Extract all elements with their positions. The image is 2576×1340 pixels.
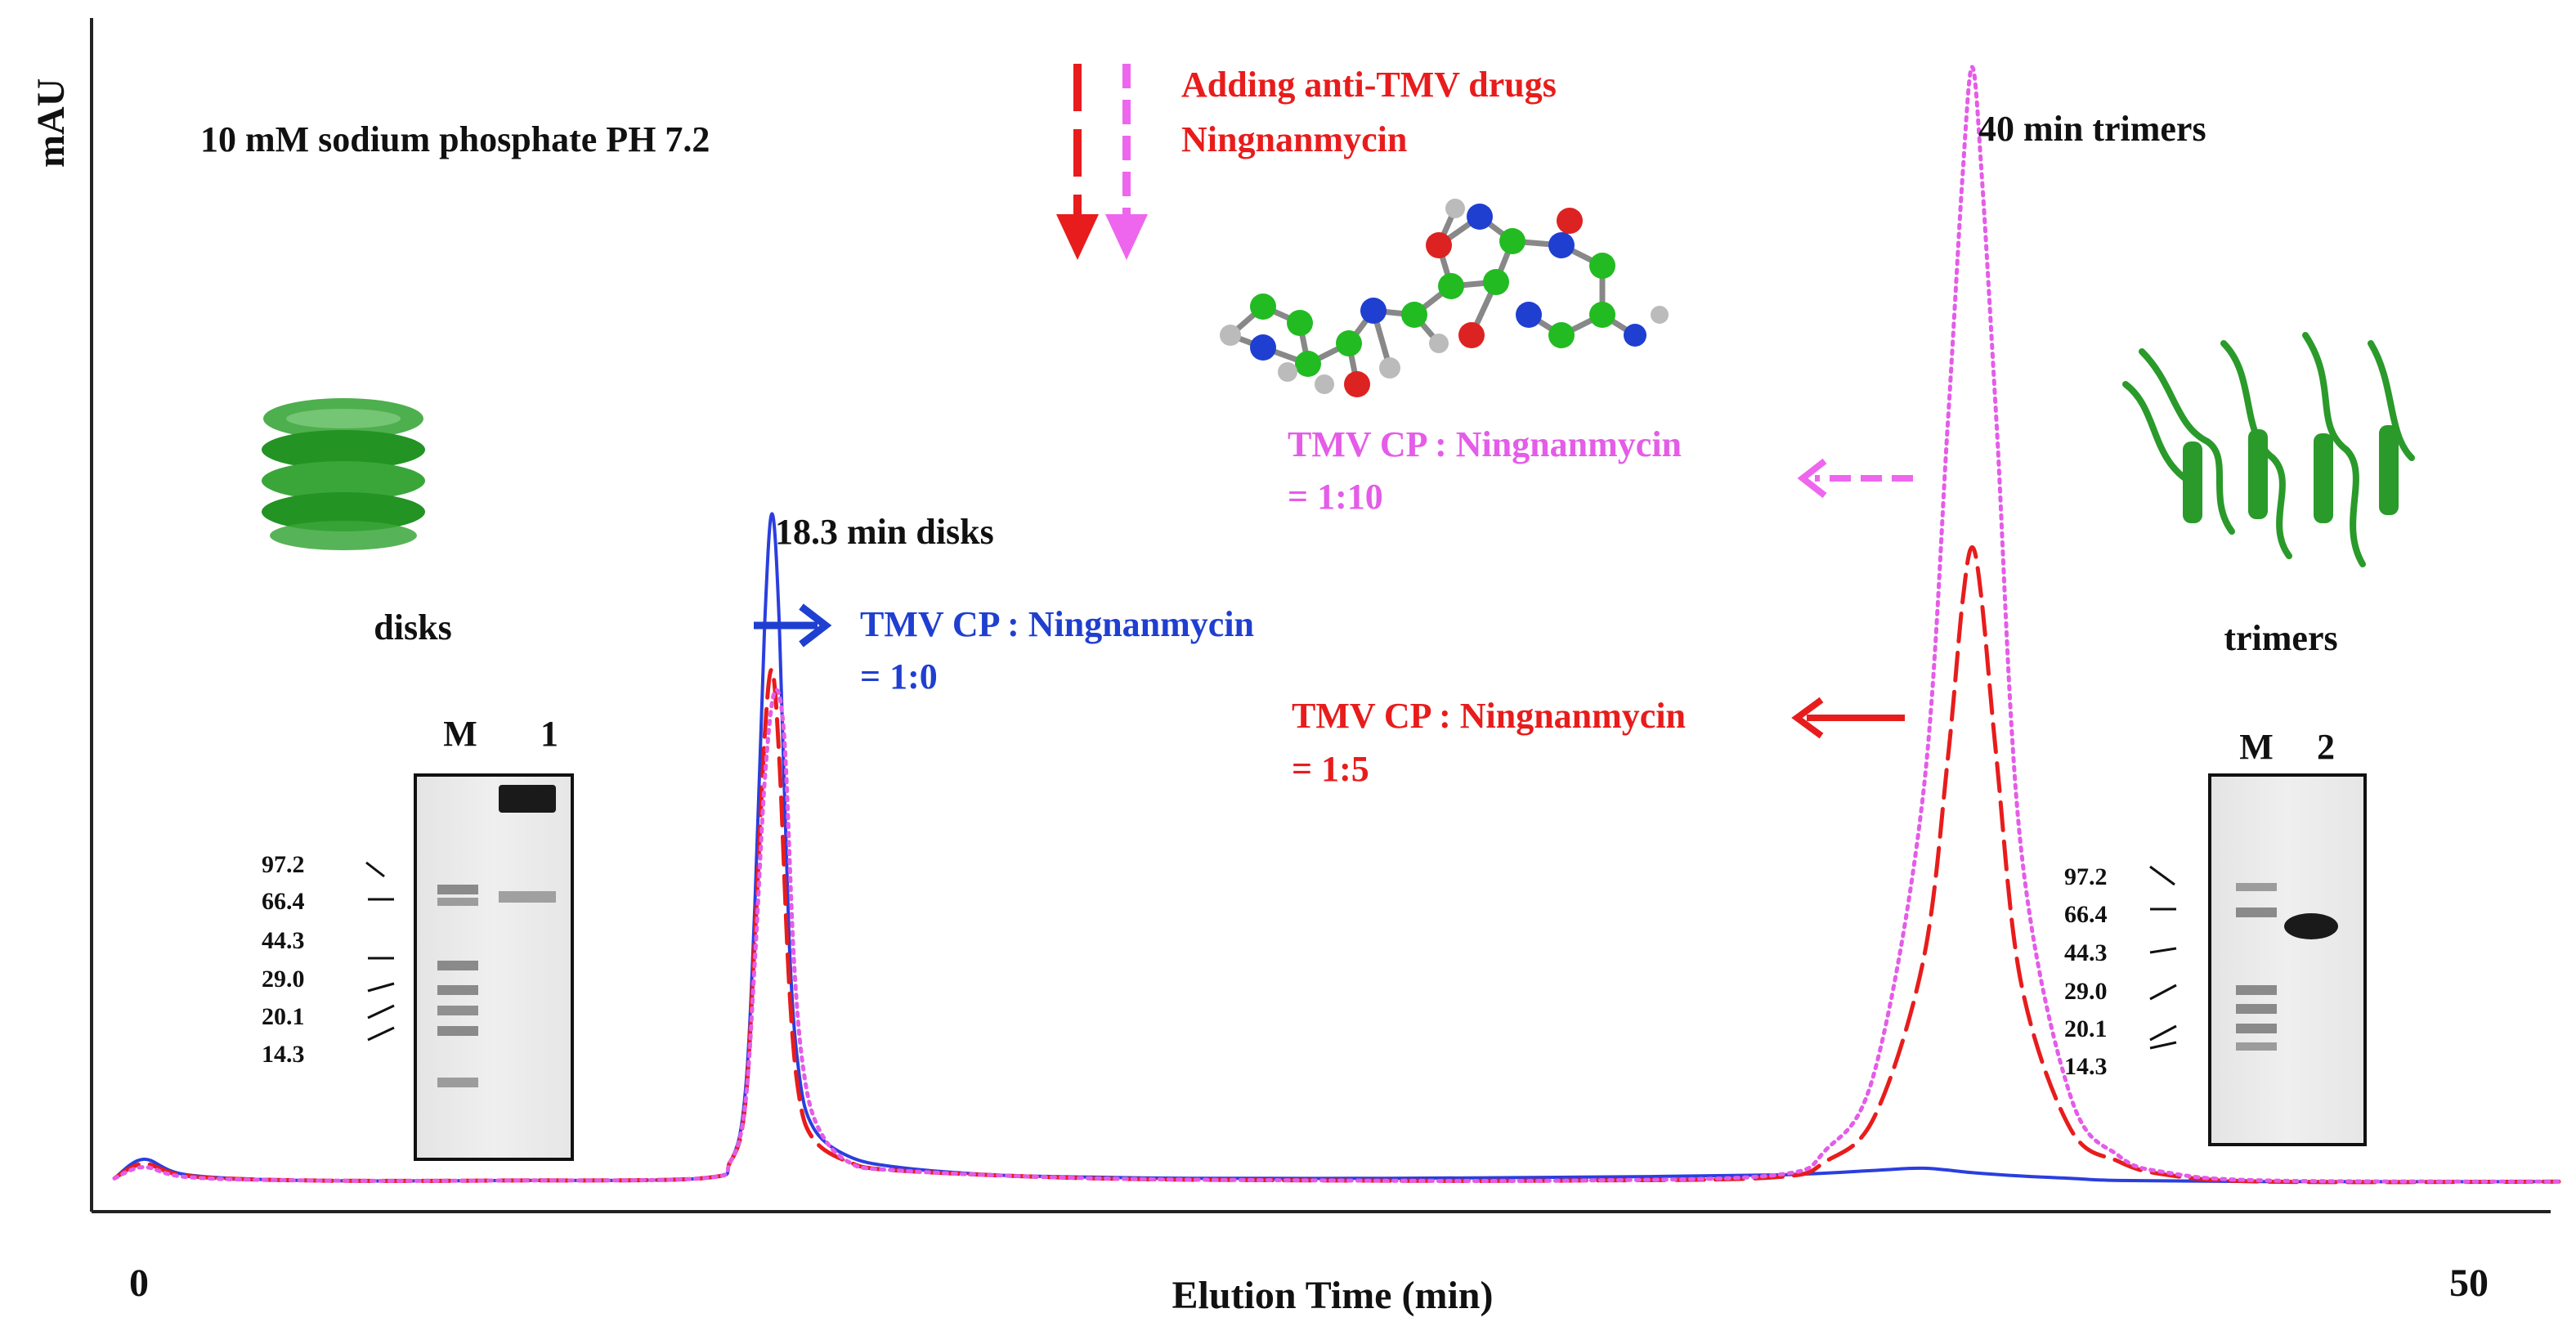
gel-left-marker-ticks: [365, 861, 395, 1042]
series-layer: [112, 65, 2561, 1185]
ratio-1-0-label-line1: TMV CP : Ningnanmycin: [860, 604, 1254, 644]
ratio-1-10-label-line1: TMV CP : Ningnanmycin: [1288, 424, 1682, 464]
trimers-peak-label: 40 min trimers: [1978, 109, 2206, 149]
gel-right-marker-14: 14.3: [2064, 1053, 2108, 1080]
ratio-1-10-label-line2: = 1:10: [1288, 477, 1383, 517]
gel-left-lane-m: M: [443, 714, 477, 754]
gel-right-marker-20: 20.1: [2064, 1015, 2108, 1042]
gel-right-marker-29: 29.0: [2064, 978, 2108, 1005]
gel-left-marker-29: 29.0: [262, 966, 305, 993]
trimers-structure-image: [2122, 332, 2415, 567]
trimers-label: trimers: [2224, 618, 2337, 658]
disks-structure-image: [262, 398, 425, 550]
disks-label: disks: [374, 607, 451, 648]
x-tick-label-min: 0: [129, 1262, 149, 1305]
gel-left-lane-1: 1: [540, 714, 558, 754]
gel-left-marker-20: 20.1: [262, 1003, 305, 1030]
y-axis-label: mAU: [29, 78, 73, 168]
red-arrow-head: [1056, 214, 1099, 260]
ratio-1-10-arrow: [1797, 458, 1913, 499]
gel-right: [2208, 773, 2367, 1146]
gel-left: [414, 773, 574, 1161]
drug-addition-arrows: [1056, 64, 1148, 260]
molecule-atoms: [1220, 199, 1669, 397]
ratio-1-0-label-line2: = 1:0: [860, 657, 938, 697]
ratio-1-5-arrow: [1791, 697, 1905, 739]
gel-right-marker-97: 97.2: [2064, 863, 2108, 890]
disks-peak-label: 18.3 min disks: [775, 512, 994, 552]
gel-right-lane-2: 2: [2317, 727, 2335, 767]
drug-label-line1: Adding anti-TMV drugs: [1181, 65, 1557, 105]
drug-label-line2: Ningnanmycin: [1181, 119, 1407, 159]
ratio-1-5-label-line1: TMV CP : Ningnanmycin: [1292, 696, 1686, 736]
series-line-dotted: [112, 65, 2561, 1184]
x-axis-label: Elution Time (min): [1172, 1274, 1494, 1317]
gel-left-marker-66: 66.4: [262, 888, 305, 915]
pink-arrow-head: [1105, 214, 1148, 260]
ratio-1-0-arrow: [754, 603, 832, 648]
gel-right-marker-66: 66.4: [2064, 901, 2108, 928]
gel-right-frame: [2208, 773, 2367, 1146]
x-tick-label-max: 50: [2449, 1262, 2489, 1305]
ratio-1-5-label-line2: = 1:5: [1292, 749, 1369, 789]
gel-right-lane-m: M: [2239, 727, 2274, 767]
gel-right-marker-ticks: [2149, 865, 2177, 1050]
gel-left-marker-44: 44.3: [262, 927, 305, 954]
buffer-label: 10 mM sodium phosphate PH 7.2: [200, 119, 710, 159]
gel-left-marker-14: 14.3: [262, 1041, 305, 1068]
gel-right-marker-44: 44.3: [2064, 939, 2108, 966]
gel-left-marker-97: 97.2: [262, 851, 305, 878]
